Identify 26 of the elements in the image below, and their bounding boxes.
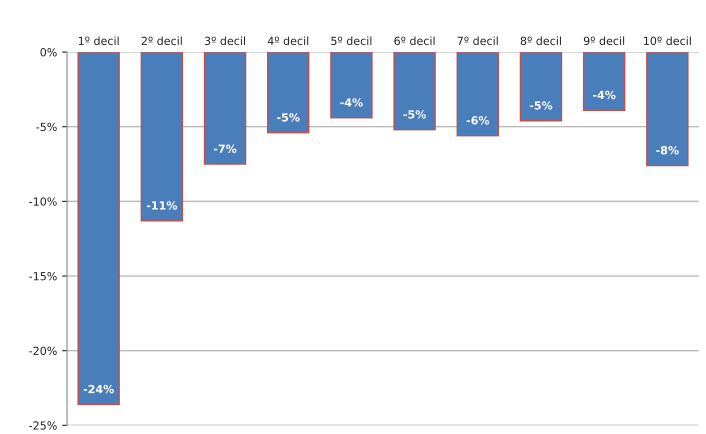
data-label: -4% <box>593 90 616 100</box>
data-label: -5% <box>403 110 426 119</box>
data-label: -8% <box>656 146 679 154</box>
data-label: -6% <box>466 116 490 125</box>
data-label: -24% <box>84 384 114 394</box>
x-tick-label: 3º decil <box>204 36 245 46</box>
y-tick-label: -10% <box>29 197 57 206</box>
data-label: -5% <box>530 101 552 110</box>
x-tick-label: 10º decil <box>644 36 691 46</box>
x-tick-label: 8º decil <box>520 36 561 46</box>
y-tick-label: -15% <box>29 272 57 280</box>
data-label: -11% <box>146 201 178 210</box>
x-tick-label: 7º decil <box>458 36 498 46</box>
data-label: -4% <box>340 98 363 107</box>
x-tick-label: 5º decil <box>331 36 372 46</box>
y-tick-label: -5% <box>36 122 57 132</box>
y-tick-label: -25% <box>29 421 57 430</box>
x-tick-label: 2º decil <box>142 36 182 46</box>
x-tick-label: 9º decil <box>584 36 624 46</box>
y-tick-label: 0% <box>40 48 57 56</box>
data-label: -5% <box>277 113 300 122</box>
data-label: -7% <box>214 144 236 153</box>
y-tick-label: -20% <box>29 346 57 356</box>
x-tick-label: 4º decil <box>268 36 308 46</box>
x-tick-label: 6º decil <box>394 36 435 46</box>
x-tick-label: 1º decil <box>78 36 119 46</box>
